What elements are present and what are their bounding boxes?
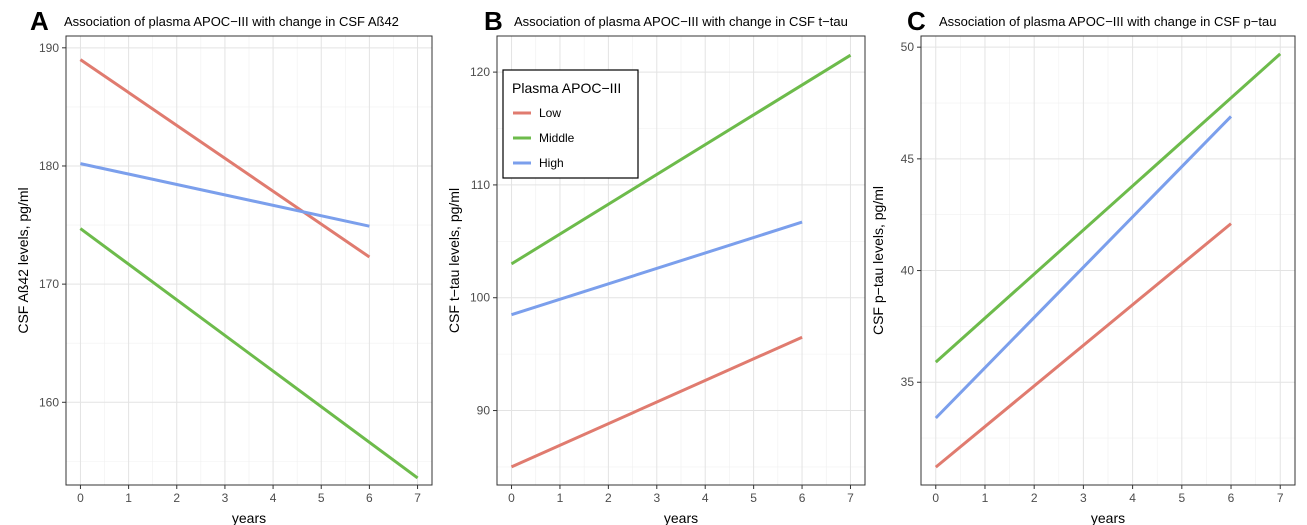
x-tick-label-5: 5 [1178,491,1185,505]
x-tick-label-6: 6 [1228,491,1235,505]
panel-title-c: Association of plasma APOC−III with chan… [939,14,1276,29]
legend-label-high: High [539,156,564,170]
series-line-middle [934,52,1282,364]
y-tick-label-45: 45 [901,152,915,166]
series-line-low [79,58,371,259]
y-tick-label-190: 190 [39,41,59,55]
x-axis-label: years [664,510,698,525]
legend: Plasma APOC−III Low Middle High [502,69,639,179]
y-axis-label: CSF t−tau levels, pg/ml [446,188,462,333]
y-tick-label-90: 90 [477,404,491,418]
panel-letter-a: A [30,6,49,36]
x-tick-label-5: 5 [318,491,325,505]
x-tick-label-3: 3 [1080,491,1087,505]
x-tick-label-7: 7 [847,491,854,505]
x-tick-label-0: 0 [77,491,84,505]
x-tick-label-1: 1 [557,491,564,505]
x-tick-label-0: 0 [932,491,939,505]
y-axis-label: CSF p−tau levels, pg/ml [870,186,886,335]
y-axis-label: CSF Aß42 levels, pg/ml [15,187,31,333]
panel-title-b: Association of plasma APOC−III with chan… [514,14,848,29]
panel-letter-c: C [907,6,926,36]
series-line-high [511,220,803,317]
x-tick-label-7: 7 [1277,491,1284,505]
y-tick-label-110: 110 [471,178,490,192]
y-tick-label-120: 120 [470,65,490,79]
series-line-middle [79,227,419,480]
panel-title-a: Association of plasma APOC−III with chan… [64,14,399,29]
x-tick-label-6: 6 [799,491,806,505]
series-line-high [934,115,1233,420]
x-tick-label-7: 7 [414,491,421,505]
x-axis-label: years [232,510,266,525]
y-tick-label-160: 160 [39,395,59,409]
x-tick-label-4: 4 [1129,491,1136,505]
x-axis-label: years [1091,510,1125,525]
x-tick-label-4: 4 [270,491,277,505]
x-tick-label-2: 2 [173,491,180,505]
legend-label-low: Low [539,106,561,120]
series-line-low [510,335,803,469]
x-tick-label-6: 6 [366,491,373,505]
x-tick-label-2: 2 [605,491,612,505]
legend-title: Plasma APOC−III [512,80,621,96]
series-line-low [934,222,1232,469]
x-tick-label-5: 5 [750,491,757,505]
y-tick-label-50: 50 [901,40,915,54]
x-tick-label-1: 1 [125,491,132,505]
series-line-high [80,162,370,228]
y-tick-label-180: 180 [39,159,59,173]
x-tick-label-2: 2 [1031,491,1038,505]
y-tick-label-40: 40 [901,264,915,278]
x-tick-label-3: 3 [222,491,229,505]
panel-border [920,35,1296,486]
panel-border [496,35,866,486]
y-tick-label-170: 170 [39,277,59,291]
legend-label-middle: Middle [539,131,575,145]
y-tick-label-35: 35 [901,375,915,389]
panel-a: 0 1 2 3 4 5 6 7 160 170 180 190 years CSF Aß42 levels… [15,6,433,525]
x-tick-label-1: 1 [982,491,989,505]
panel-b: 0 1 2 3 4 5 6 7 90 100 110 120 years CSF t−tau levels… [446,6,866,525]
x-tick-label-4: 4 [702,491,709,505]
panel-border [65,35,433,486]
legend-box [502,69,639,179]
x-tick-label-0: 0 [508,491,515,505]
x-tick-label-3: 3 [653,491,660,505]
series-line-middle [510,53,852,266]
panel-letter-b: B [484,6,503,36]
y-tick-label-100: 100 [470,291,490,305]
